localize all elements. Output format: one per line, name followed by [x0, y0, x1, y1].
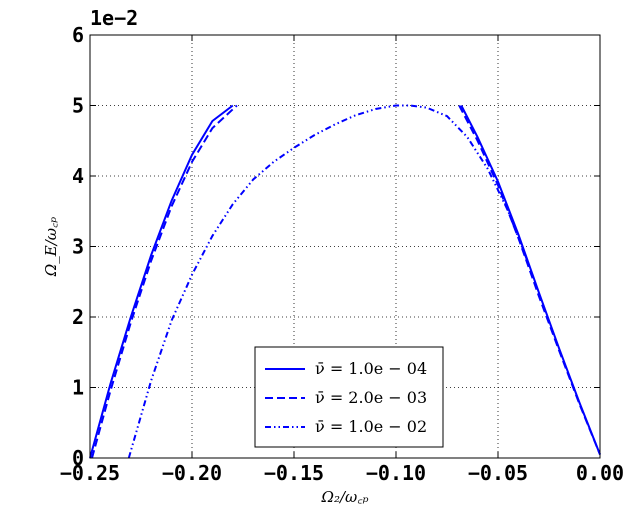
y-tick-label: 4: [72, 164, 84, 188]
x-axis-label: Ω₂/ω꜀ₚ: [321, 488, 369, 506]
series-line: [91, 104, 238, 459]
legend: ν̄ = 1.0e − 04 ν̄ = 2.0e − 03 ν̄ = 1.0e − …: [254, 346, 444, 448]
x-tick-label: −0.25: [60, 461, 120, 485]
y-tick-label: 1: [72, 376, 84, 400]
legend-label: ν̄ = 2.0e − 03: [315, 388, 427, 407]
series-line: [127, 104, 530, 459]
y-offset-text: 1e−2: [90, 6, 138, 30]
ticks: −0.25 −0.20 −0.15 −0.10 −0.05 0.00 0 1 2 3 4 5 6: [60, 23, 624, 485]
series-line: [460, 105, 601, 455]
series-line: [458, 105, 601, 455]
legend-box: [254, 346, 444, 448]
legend-label: ν̄ = 1.0e − 04: [315, 359, 427, 378]
x-tick-label: 0.00: [576, 461, 624, 485]
x-tick-label: −0.05: [468, 461, 528, 485]
x-tick-label: −0.10: [366, 461, 426, 485]
y-tick-label: 6: [72, 23, 84, 47]
series-line: [89, 104, 234, 459]
x-tick-label: −0.15: [264, 461, 324, 485]
y-tick-label: 3: [72, 235, 84, 259]
series-layer: [89, 104, 601, 459]
y-tick-label: 0: [72, 446, 84, 470]
y-tick-label: 5: [72, 94, 84, 118]
x-tick-label: −0.20: [162, 461, 222, 485]
y-axis-label: Ω_E/ω꜀ₚ: [42, 217, 60, 277]
y-tick-label: 2: [72, 305, 84, 329]
legend-label: ν̄ = 1.0e − 02: [315, 417, 427, 436]
